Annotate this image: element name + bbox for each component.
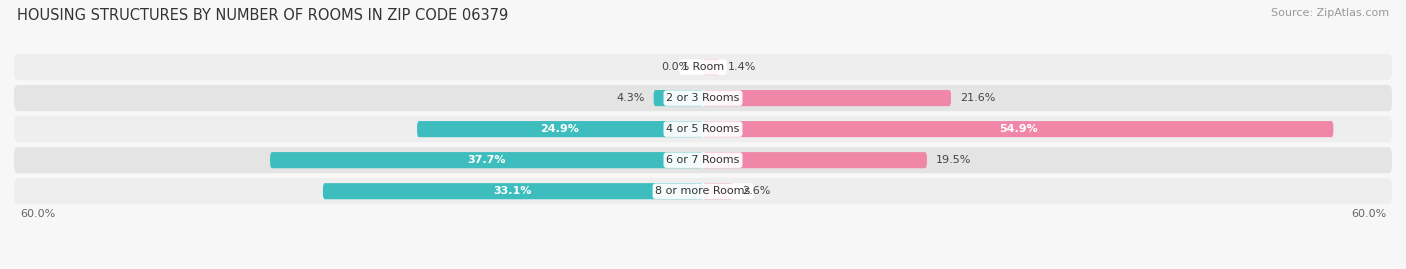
FancyBboxPatch shape [14,54,1392,80]
Text: 1.4%: 1.4% [728,62,756,72]
Text: 21.6%: 21.6% [960,93,995,103]
Text: 33.1%: 33.1% [494,186,531,196]
Text: 4.3%: 4.3% [616,93,644,103]
Text: 54.9%: 54.9% [998,124,1038,134]
Text: 4 or 5 Rooms: 4 or 5 Rooms [666,124,740,134]
FancyBboxPatch shape [323,183,703,199]
Text: HOUSING STRUCTURES BY NUMBER OF ROOMS IN ZIP CODE 06379: HOUSING STRUCTURES BY NUMBER OF ROOMS IN… [17,8,508,23]
Text: 2 or 3 Rooms: 2 or 3 Rooms [666,93,740,103]
FancyBboxPatch shape [703,121,1333,137]
Text: 8 or more Rooms: 8 or more Rooms [655,186,751,196]
FancyBboxPatch shape [703,152,927,168]
Text: 19.5%: 19.5% [936,155,972,165]
FancyBboxPatch shape [14,116,1392,142]
Text: 37.7%: 37.7% [467,155,506,165]
FancyBboxPatch shape [14,85,1392,111]
FancyBboxPatch shape [703,59,718,75]
FancyBboxPatch shape [14,147,1392,173]
FancyBboxPatch shape [270,152,703,168]
FancyBboxPatch shape [418,121,703,137]
Text: 24.9%: 24.9% [541,124,579,134]
Text: 0.0%: 0.0% [661,62,689,72]
Text: Source: ZipAtlas.com: Source: ZipAtlas.com [1271,8,1389,18]
FancyBboxPatch shape [654,90,703,106]
Text: 1 Room: 1 Room [682,62,724,72]
Text: 60.0%: 60.0% [20,209,55,219]
FancyBboxPatch shape [703,90,950,106]
FancyBboxPatch shape [703,183,733,199]
FancyBboxPatch shape [14,178,1392,204]
Text: 60.0%: 60.0% [1351,209,1386,219]
Text: 6 or 7 Rooms: 6 or 7 Rooms [666,155,740,165]
Text: 2.6%: 2.6% [742,186,770,196]
